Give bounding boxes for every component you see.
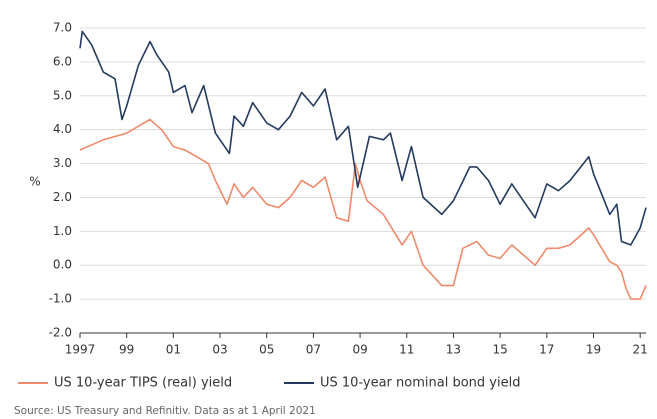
y-tick-label: 2.0 (53, 190, 72, 204)
y-tick-label: 3.0 (53, 156, 72, 170)
x-tick-label: 1997 (65, 343, 96, 357)
x-tick-label: 17 (539, 343, 554, 357)
legend-label: US 10-year TIPS (real) yield (54, 376, 232, 391)
x-tick-label: 01 (166, 343, 181, 357)
y-tick-label: 7.0 (53, 21, 72, 35)
x-tick-label: 99 (119, 343, 134, 357)
y-tick-label: -1.0 (49, 292, 72, 306)
y-tick-label: 4.0 (53, 122, 72, 136)
x-tick-label: 05 (259, 343, 274, 357)
y-tick-label: 6.0 (53, 54, 72, 68)
x-tick-label: 07 (306, 343, 321, 357)
x-tick-label: 21 (633, 343, 648, 357)
y-axis-label: % (29, 175, 40, 189)
legend-label: US 10-year nominal bond yield (320, 376, 520, 391)
x-tick-label: 11 (399, 343, 414, 357)
y-tick-label: -2.0 (49, 326, 72, 340)
source-note: Source: US Treasury and Refinitiv. Data … (14, 405, 316, 417)
x-tick-label: 19 (586, 343, 601, 357)
series-line (79, 118, 647, 300)
x-tick-label: 09 (352, 343, 367, 357)
y-tick-label: 5.0 (53, 88, 72, 102)
x-tick-label: 03 (212, 343, 227, 357)
y-tick-label: 0.0 (53, 258, 72, 272)
y-tick-label: 1.0 (53, 224, 72, 238)
x-tick-label: 15 (492, 343, 507, 357)
series-line (79, 30, 647, 246)
x-tick-label: 13 (446, 343, 461, 357)
